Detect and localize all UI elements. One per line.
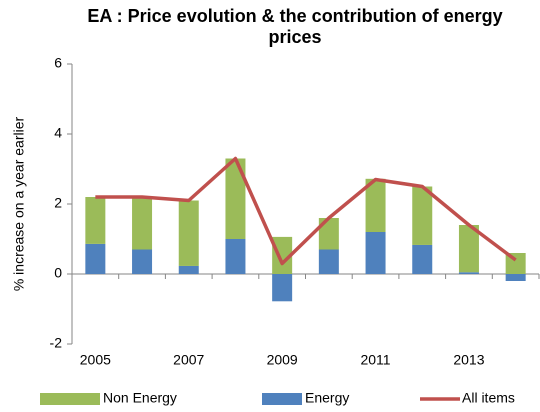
legend-swatch	[40, 393, 100, 405]
x-tick-label: 2007	[173, 352, 204, 368]
bar	[365, 232, 386, 274]
bar	[412, 244, 433, 274]
bar	[272, 274, 293, 302]
bar	[85, 197, 106, 244]
line	[95, 156, 517, 266]
y-tick-label: 0	[54, 265, 62, 281]
y-tick-label: 2	[54, 195, 62, 211]
y-axis-label: % increase on a year earlier	[11, 117, 27, 292]
bar	[178, 200, 199, 266]
x-tick-label: 2009	[267, 352, 298, 368]
bar	[458, 225, 479, 273]
y-tick-label: 6	[54, 55, 62, 71]
bar	[318, 249, 339, 274]
bar	[365, 178, 386, 232]
legend-label: Non Energy	[103, 390, 177, 406]
legend-label: Energy	[305, 390, 349, 406]
bar	[132, 197, 153, 250]
legend-swatch	[262, 393, 302, 405]
x-tick-label: 2013	[453, 352, 484, 368]
y-tick-label: 4	[54, 125, 62, 141]
x-tick-label: 2005	[80, 352, 111, 368]
bar	[225, 239, 246, 274]
bar	[412, 186, 433, 245]
chart-title: EA : Price evolution & the contribution …	[87, 6, 503, 47]
y-tick-label: -2	[50, 335, 63, 351]
bar	[225, 158, 246, 239]
bar	[458, 272, 479, 274]
bar	[178, 265, 199, 274]
x-tick-label: 2011	[360, 352, 390, 368]
bar	[505, 274, 526, 281]
bar	[85, 243, 106, 274]
bar	[272, 236, 293, 274]
bar	[132, 249, 153, 274]
legend-label: All items	[462, 390, 515, 406]
bar	[318, 218, 339, 250]
